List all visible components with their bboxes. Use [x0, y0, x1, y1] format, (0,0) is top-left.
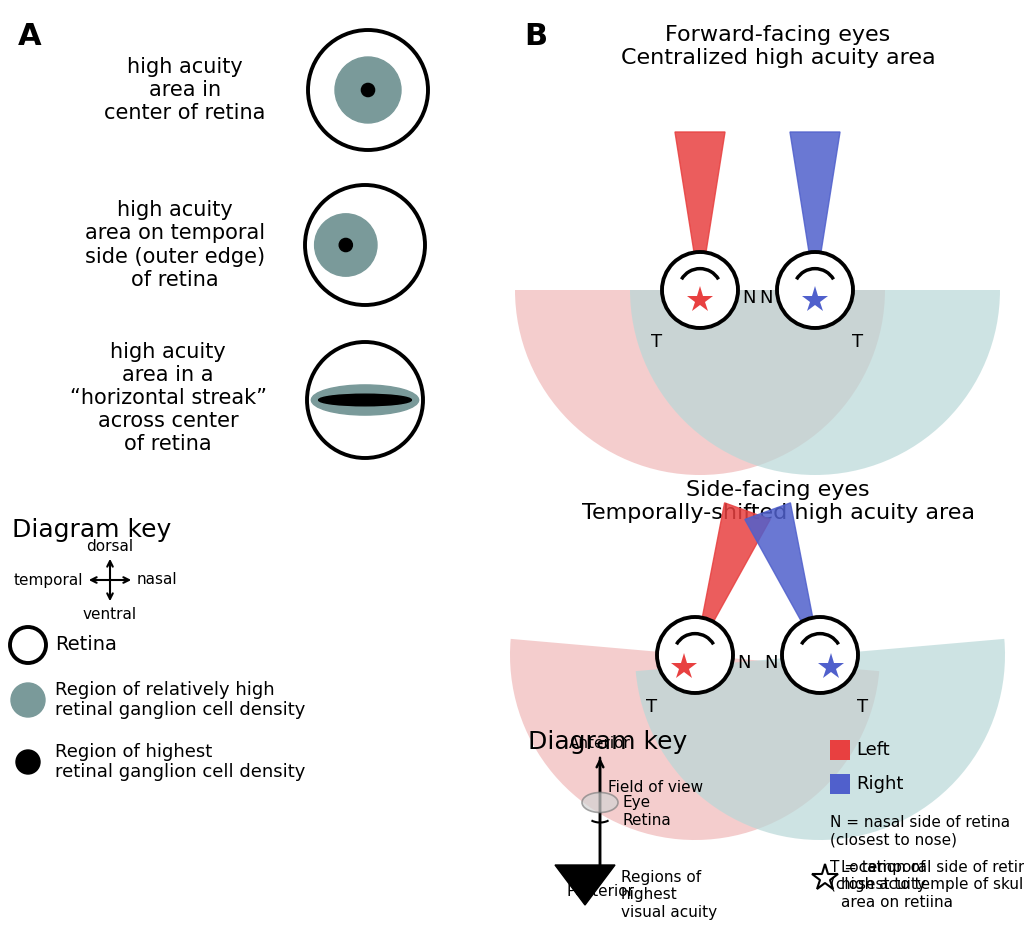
Text: ventral: ventral — [83, 607, 137, 622]
Text: N: N — [742, 289, 756, 307]
Text: Side-facing eyes
Temporally-shifted high acuity area: Side-facing eyes Temporally-shifted high… — [582, 480, 975, 523]
Polygon shape — [555, 865, 615, 905]
Text: Forward-facing eyes
Centralized high acuity area: Forward-facing eyes Centralized high acu… — [621, 25, 935, 68]
Text: T: T — [651, 333, 663, 351]
Ellipse shape — [318, 395, 412, 406]
Text: nasal: nasal — [137, 573, 177, 588]
Polygon shape — [744, 503, 820, 655]
Text: N = nasal side of retina
(closest to nose): N = nasal side of retina (closest to nos… — [830, 815, 1010, 847]
Polygon shape — [790, 132, 840, 290]
Polygon shape — [695, 503, 770, 655]
Text: Retina: Retina — [55, 635, 117, 655]
Circle shape — [662, 252, 738, 328]
Text: Regions of
highest
visual acuity: Regions of highest visual acuity — [621, 870, 717, 920]
Text: A: A — [18, 22, 42, 51]
Text: T: T — [857, 698, 868, 716]
Text: Retina: Retina — [622, 813, 671, 828]
Circle shape — [335, 57, 401, 123]
Text: Region of relatively high
retinal ganglion cell density: Region of relatively high retinal gangli… — [55, 680, 305, 719]
Text: Anterior: Anterior — [569, 736, 631, 751]
Text: dorsal: dorsal — [86, 539, 133, 554]
Circle shape — [777, 252, 853, 328]
Text: high acuity
area on temporal
side (outer edge)
of retina: high acuity area on temporal side (outer… — [85, 201, 265, 290]
Circle shape — [11, 683, 45, 717]
Text: Diagram key: Diagram key — [12, 518, 171, 542]
Wedge shape — [515, 290, 885, 475]
Text: Left: Left — [856, 741, 890, 759]
Text: high acuity
area in
center of retina: high acuity area in center of retina — [104, 57, 265, 123]
Text: B: B — [524, 22, 547, 51]
Ellipse shape — [311, 385, 419, 415]
Text: N: N — [737, 654, 751, 672]
Text: Field of view: Field of view — [608, 780, 703, 795]
Text: Region of highest
retinal ganglion cell density: Region of highest retinal ganglion cell … — [55, 743, 305, 782]
Bar — [830, 740, 850, 760]
Circle shape — [314, 214, 377, 276]
Text: T = temporal side of retina
(closest to temple of skull): T = temporal side of retina (closest to … — [830, 860, 1024, 892]
Text: Eye: Eye — [622, 795, 650, 810]
Bar — [830, 774, 850, 794]
Wedge shape — [636, 639, 1005, 840]
Text: T: T — [852, 333, 863, 351]
Circle shape — [782, 617, 858, 693]
Text: temporal: temporal — [13, 573, 83, 588]
Text: high acuity
area in a
“horizontal streak”
across center
of retina: high acuity area in a “horizontal streak… — [70, 341, 266, 454]
Wedge shape — [630, 290, 1000, 475]
Text: Location of
high acuity
area on retiina: Location of high acuity area on retiina — [841, 860, 953, 910]
Wedge shape — [510, 639, 880, 840]
Circle shape — [339, 239, 352, 252]
Circle shape — [361, 83, 375, 97]
Ellipse shape — [582, 792, 618, 813]
Polygon shape — [675, 132, 725, 290]
Text: Right: Right — [856, 775, 903, 793]
Text: N: N — [765, 654, 778, 672]
Text: Diagram key: Diagram key — [528, 730, 687, 754]
Text: Posterior: Posterior — [566, 884, 634, 899]
Text: T: T — [646, 698, 657, 716]
Text: N: N — [760, 289, 773, 307]
Circle shape — [657, 617, 733, 693]
Circle shape — [16, 750, 40, 774]
